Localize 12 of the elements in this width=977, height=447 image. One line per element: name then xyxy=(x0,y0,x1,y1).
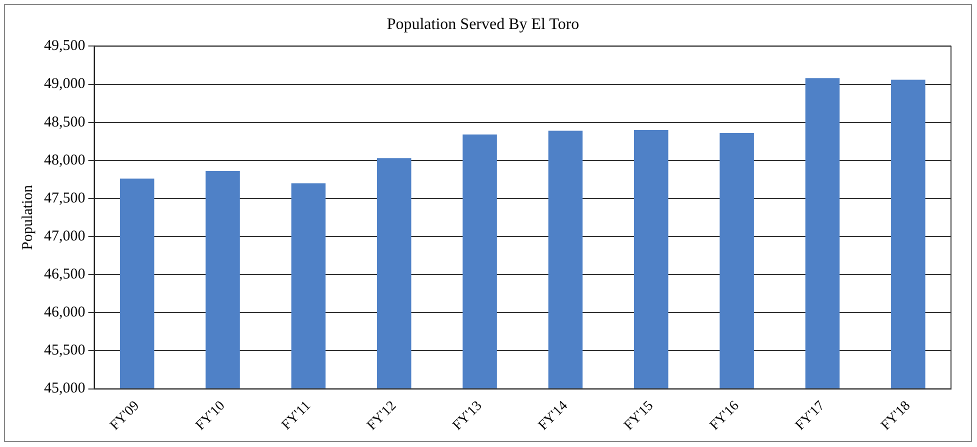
y-axis-title: Population xyxy=(20,184,36,250)
y-tick-label: 49,000 xyxy=(44,76,86,92)
y-tick-label: 47,500 xyxy=(44,190,86,206)
y-tick-label: 48,000 xyxy=(44,152,86,168)
y-tick-label: 45,500 xyxy=(44,342,86,359)
y-tick-label: 46,500 xyxy=(44,266,86,283)
chart-title: Population Served By El Toro xyxy=(386,16,580,33)
y-tick-label: 46,000 xyxy=(44,304,86,321)
y-tick-label: 45,000 xyxy=(44,380,86,397)
y-tick-label: 49,500 xyxy=(44,38,86,54)
y-tick-label: 47,000 xyxy=(44,228,86,244)
y-tick-label: 48,500 xyxy=(44,114,86,130)
